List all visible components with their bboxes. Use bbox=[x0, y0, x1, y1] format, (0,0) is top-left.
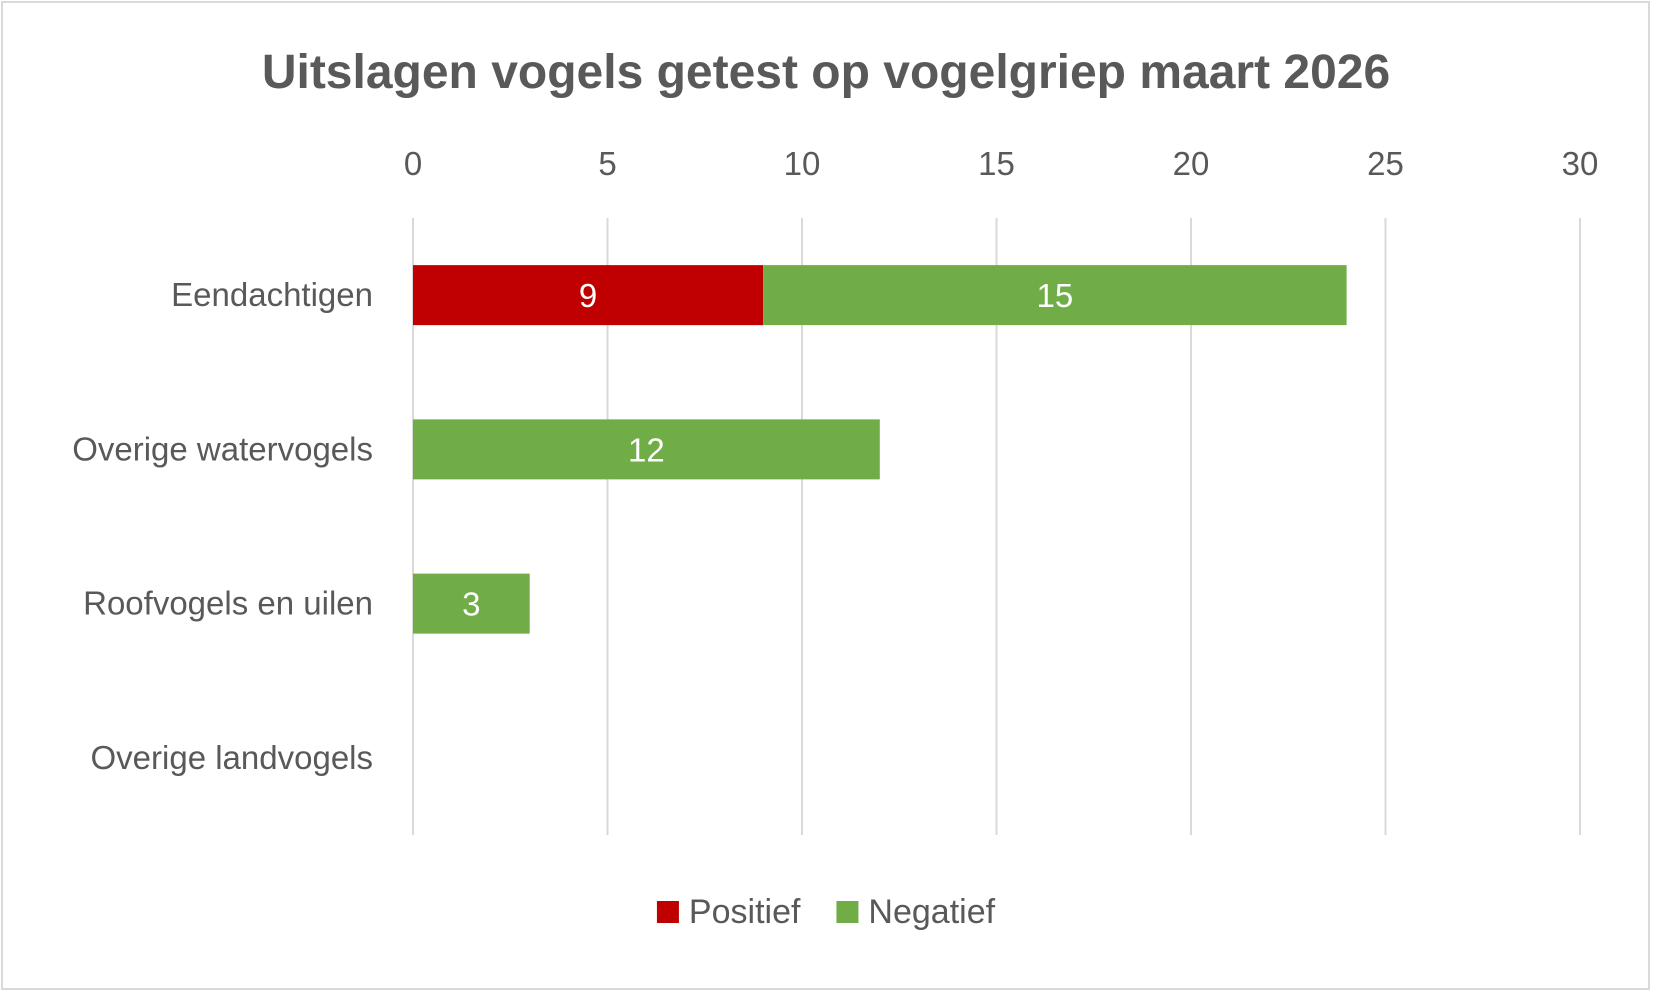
y-axis-category-labels: Eendachtigen Overige watervogels Roofvogel… bbox=[72, 276, 373, 776]
legend-label: Positief bbox=[689, 893, 801, 931]
data-label: 15 bbox=[1036, 277, 1073, 314]
x-tick-label: 5 bbox=[598, 145, 616, 182]
bars bbox=[413, 265, 1347, 634]
x-tick-label: 20 bbox=[1173, 145, 1210, 182]
chart-title: Uitslagen vogels getest op vogelgriep ma… bbox=[262, 46, 1390, 99]
legend-swatch-positief bbox=[656, 901, 679, 923]
data-labels: 9 15 12 3 bbox=[462, 277, 1073, 623]
legend: Positief Negatief bbox=[656, 893, 996, 931]
x-tick-label: 0 bbox=[404, 145, 422, 182]
x-tick-label: 10 bbox=[784, 145, 821, 182]
x-axis-tick-labels: 0 5 10 15 20 25 30 bbox=[404, 145, 1599, 182]
category-label: Overige landvogels bbox=[91, 739, 374, 776]
category-label: Overige watervogels bbox=[72, 430, 373, 467]
data-label: 9 bbox=[579, 277, 597, 314]
bar-negatief bbox=[763, 265, 1347, 326]
x-tick-label: 15 bbox=[978, 145, 1015, 182]
legend-label: Negatief bbox=[868, 893, 995, 931]
bar-negatief bbox=[413, 573, 530, 634]
category-label: Roofvogels en uilen bbox=[83, 585, 373, 622]
data-label: 12 bbox=[628, 431, 665, 468]
x-tick-label: 30 bbox=[1562, 145, 1599, 182]
bar-positief bbox=[413, 265, 764, 326]
bar-negatief bbox=[413, 419, 880, 480]
data-label: 3 bbox=[462, 586, 480, 623]
legend-swatch-negatief bbox=[836, 901, 859, 923]
x-tick-label: 25 bbox=[1367, 145, 1404, 182]
category-label: Eendachtigen bbox=[171, 276, 373, 313]
